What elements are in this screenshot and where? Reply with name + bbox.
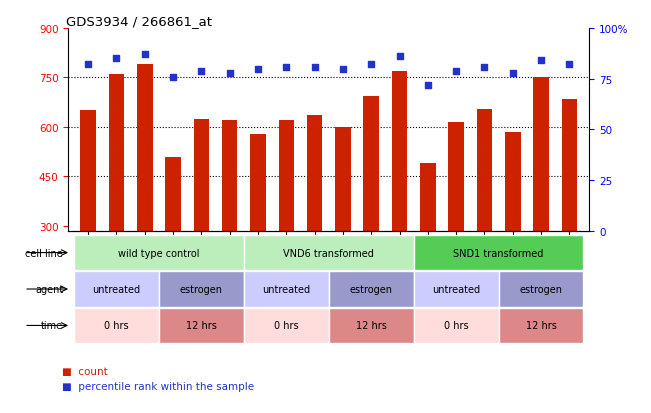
Point (366, 62, 376, 69)
Bar (244, 272, 329, 307)
Bar (74, 235, 244, 271)
Bar (413, 308, 499, 343)
Bar (80, 111, 96, 231)
Bar (109, 75, 124, 231)
Text: cell line: cell line (25, 248, 63, 258)
Point (508, 70, 518, 77)
Point (225, 70, 235, 77)
Point (309, 64, 320, 71)
Bar (193, 119, 209, 231)
Point (83, 62, 93, 69)
Bar (165, 157, 181, 231)
Text: 0 hrs: 0 hrs (444, 320, 469, 331)
Bar (279, 121, 294, 231)
Bar (137, 65, 152, 231)
Bar (244, 308, 329, 343)
Bar (307, 116, 322, 231)
Point (168, 74, 178, 81)
Text: estrogen: estrogen (350, 284, 393, 294)
Bar (74, 308, 159, 343)
Bar (159, 272, 244, 307)
Text: VND6 transformed: VND6 transformed (283, 248, 374, 258)
Point (422, 82, 433, 89)
Point (479, 64, 490, 71)
Bar (392, 72, 408, 231)
Bar (420, 164, 436, 231)
Bar (562, 100, 577, 231)
Text: 12 hrs: 12 hrs (356, 320, 387, 331)
Bar (363, 96, 379, 231)
Text: agent: agent (35, 284, 63, 294)
Bar (499, 272, 583, 307)
Bar (413, 272, 499, 307)
Bar (222, 121, 238, 231)
Text: 12 hrs: 12 hrs (186, 320, 217, 331)
Point (536, 58, 546, 64)
Point (111, 56, 122, 62)
Text: untreated: untreated (262, 284, 311, 294)
Text: ■  percentile rank within the sample: ■ percentile rank within the sample (62, 382, 254, 392)
Text: 12 hrs: 12 hrs (525, 320, 557, 331)
Text: untreated: untreated (92, 284, 141, 294)
Point (395, 54, 405, 61)
Point (196, 68, 206, 75)
Bar (159, 308, 244, 343)
Point (451, 68, 462, 75)
Text: estrogen: estrogen (180, 284, 223, 294)
Bar (499, 308, 583, 343)
Bar (250, 134, 266, 231)
Point (139, 52, 150, 59)
Bar (335, 128, 351, 231)
Point (253, 66, 263, 73)
Bar (244, 235, 413, 271)
Bar (329, 272, 413, 307)
Text: 0 hrs: 0 hrs (104, 320, 129, 331)
Bar (413, 235, 583, 271)
Bar (74, 272, 159, 307)
Bar (505, 133, 521, 231)
Text: wild type control: wild type control (118, 248, 200, 258)
Text: 0 hrs: 0 hrs (274, 320, 299, 331)
Text: ■  count: ■ count (62, 366, 107, 376)
Point (338, 66, 348, 73)
Text: SND1 transformed: SND1 transformed (453, 248, 544, 258)
Text: estrogen: estrogen (519, 284, 562, 294)
Bar (329, 308, 413, 343)
Point (281, 64, 292, 71)
Bar (477, 109, 492, 231)
Bar (449, 123, 464, 231)
Bar (533, 78, 549, 231)
Point (564, 62, 575, 69)
Text: untreated: untreated (432, 284, 480, 294)
Text: GDS3934 / 266861_at: GDS3934 / 266861_at (66, 15, 212, 28)
Text: time: time (41, 320, 63, 331)
